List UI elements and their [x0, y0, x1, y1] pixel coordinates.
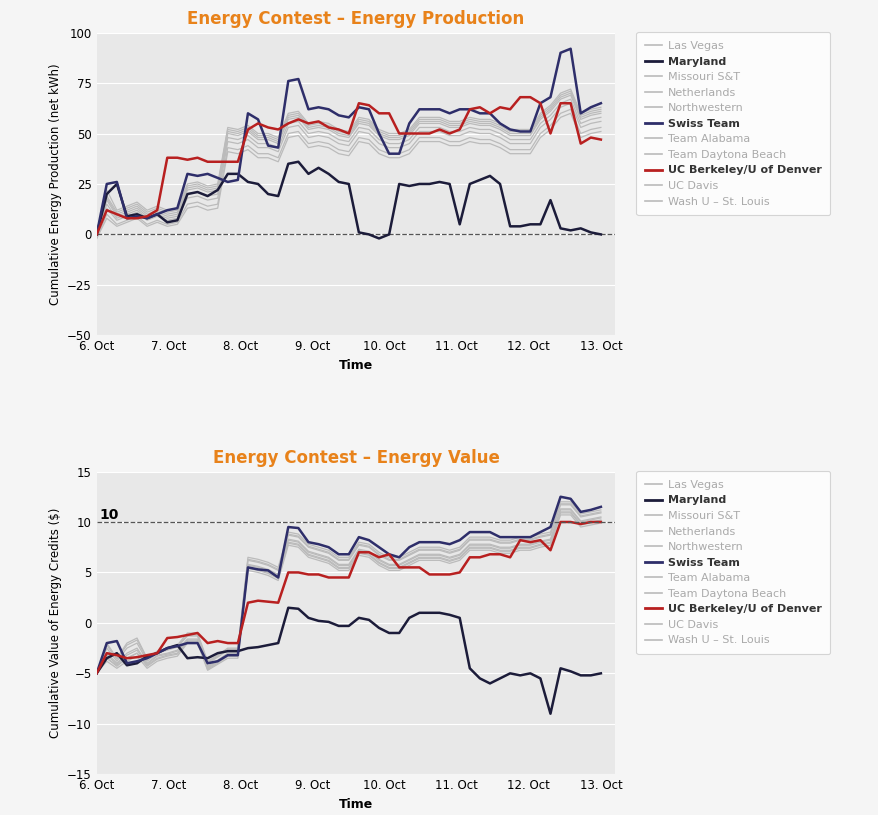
Title: Energy Contest – Energy Production: Energy Contest – Energy Production — [187, 11, 524, 29]
Y-axis label: Cumulative Energy Production (net kWh): Cumulative Energy Production (net kWh) — [48, 63, 61, 305]
X-axis label: Time: Time — [339, 359, 372, 372]
Title: Energy Contest – Energy Value: Energy Contest – Energy Value — [212, 449, 499, 467]
X-axis label: Time: Time — [339, 798, 372, 811]
Legend: Las Vegas, Maryland, Missouri S&T, Netherlands, Northwestern, Swiss Team, Team A: Las Vegas, Maryland, Missouri S&T, Nethe… — [636, 32, 830, 215]
Legend: Las Vegas, Maryland, Missouri S&T, Netherlands, Northwestern, Swiss Team, Team A: Las Vegas, Maryland, Missouri S&T, Nethe… — [636, 471, 830, 654]
Y-axis label: Cumulative Value of Energy Credits ($): Cumulative Value of Energy Credits ($) — [48, 508, 61, 738]
Text: 10: 10 — [99, 508, 119, 522]
